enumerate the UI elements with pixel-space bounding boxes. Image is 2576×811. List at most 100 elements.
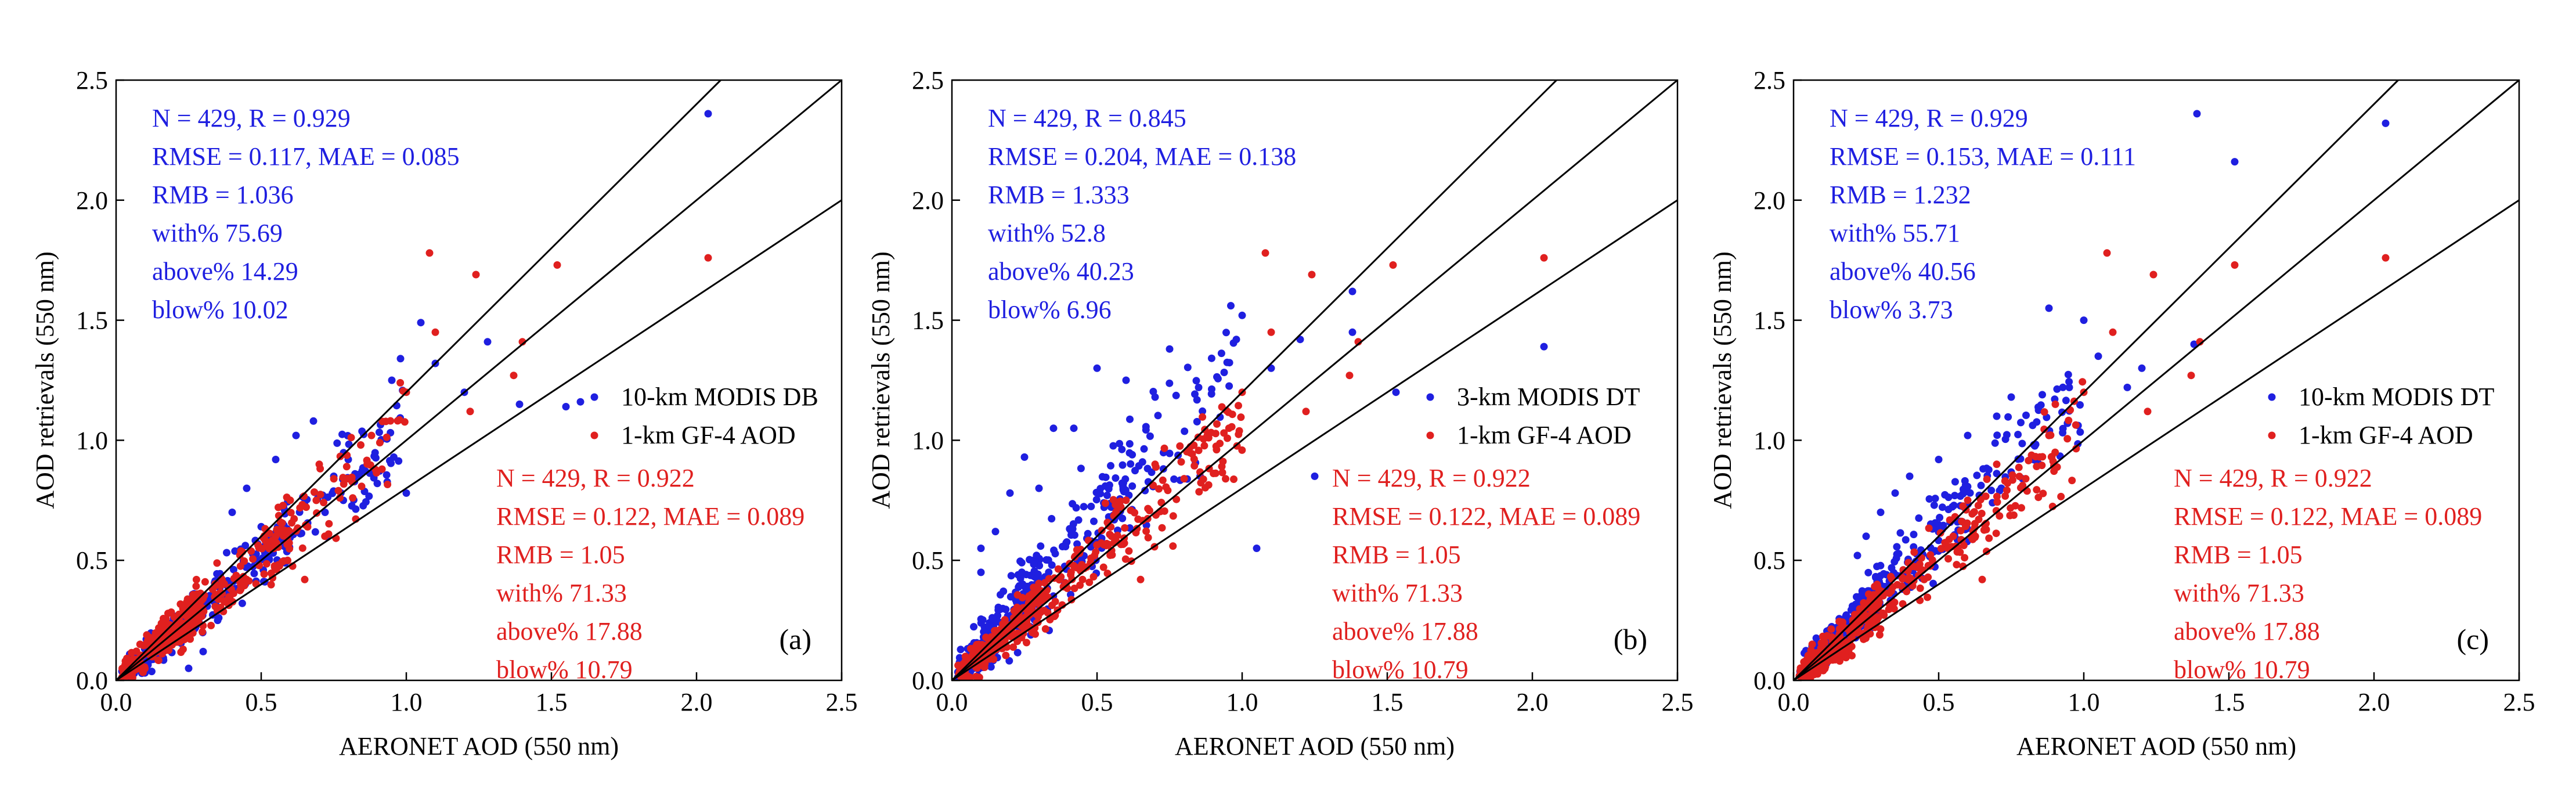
scatter-point <box>1238 311 1246 319</box>
y-tick-label: 1.5 <box>76 307 108 335</box>
modis-stats-line: N = 429, R = 0.929 <box>152 104 351 132</box>
scatter-point <box>1944 555 1952 563</box>
legend-marker <box>1426 393 1434 401</box>
scatter-point <box>986 622 994 630</box>
scatter-point <box>2138 364 2146 372</box>
scatter-point <box>1812 634 1820 642</box>
scatter-point <box>1107 532 1116 540</box>
scatter-point <box>2187 372 2195 380</box>
upper-ee-line <box>115 79 721 682</box>
scatter-point <box>214 617 222 625</box>
x-tick-label: 2.0 <box>1517 688 1549 716</box>
scatter-point <box>1924 593 1932 601</box>
scatter-point <box>2059 424 2067 432</box>
scatter-point <box>146 641 154 649</box>
scatter-point <box>1223 358 1231 366</box>
scatter-point <box>2076 401 2084 409</box>
modis-stats-line: RMB = 1.232 <box>1830 181 1971 209</box>
scatter-point <box>1931 495 1939 503</box>
scatter-point <box>1200 442 1208 450</box>
scatter-point <box>1848 651 1856 659</box>
scatter-point <box>1195 383 1203 391</box>
scatter-point <box>1207 354 1215 362</box>
scatter-point <box>510 372 518 380</box>
scatter-point <box>1920 575 1928 583</box>
scatter-point <box>2072 445 2080 453</box>
scatter-point <box>1006 489 1014 497</box>
y-tick-label: 2.5 <box>76 66 108 95</box>
y-tick-label: 1.0 <box>76 426 108 455</box>
scatter-point <box>1049 424 1058 432</box>
scatter-point <box>336 452 344 460</box>
scatter-point <box>1964 496 1972 504</box>
scatter-point <box>1302 408 1310 416</box>
x-tick-label: 0.0 <box>936 688 968 716</box>
scatter-point <box>340 480 348 488</box>
scatter-point <box>1899 600 1907 608</box>
scatter-point <box>1078 561 1086 569</box>
x-tick-label: 1.0 <box>391 688 423 716</box>
modis-stats-line: above% 40.56 <box>1830 257 1976 286</box>
gf4-stats-line: above% 17.88 <box>1332 617 1478 646</box>
scatter-point <box>1890 558 1899 566</box>
scatter-point <box>1890 605 1898 613</box>
scatter-point <box>1015 608 1023 617</box>
scatter-point <box>472 271 480 279</box>
scatter-point <box>979 616 987 624</box>
scatter-point <box>1849 616 1857 624</box>
scatter-point <box>1392 388 1400 397</box>
scatter-point <box>179 646 187 653</box>
y-tick-label: 2.5 <box>1754 66 1785 95</box>
scatter-point <box>375 428 383 437</box>
scatter-point <box>425 249 434 257</box>
scatter-point <box>166 621 174 629</box>
scatter-point <box>1070 424 1078 432</box>
gf4-stats-line: with% 71.33 <box>2174 579 2304 607</box>
scatter-point <box>1121 524 1129 532</box>
scatter-point <box>384 481 392 488</box>
scatter-point <box>1857 591 1866 599</box>
scatter-point <box>1092 496 1101 504</box>
scatter-point <box>1944 506 1953 513</box>
scatter-point <box>286 496 294 504</box>
gf4-stats-line: blow% 10.79 <box>496 655 633 684</box>
scatter-point <box>1222 329 1230 337</box>
scatter-point <box>978 641 986 649</box>
scatter-point <box>994 603 1002 611</box>
scatter-point <box>275 503 282 511</box>
gf4-stats-line: RMB = 1.05 <box>496 540 625 569</box>
modis-stats-line: with% 75.69 <box>152 219 283 247</box>
scatter-point <box>1930 501 1938 509</box>
scatter-point <box>347 434 355 442</box>
scatter-point <box>1107 462 1114 470</box>
scatter-point <box>362 498 370 506</box>
modis-stats-line: above% 14.29 <box>152 257 298 286</box>
gf4-stats-line: N = 429, R = 0.922 <box>2174 464 2372 492</box>
scatter-point <box>160 615 167 622</box>
modis-stats-line: RMSE = 0.204, MAE = 0.138 <box>988 142 1296 171</box>
scatter-point <box>1144 534 1152 542</box>
scatter-point <box>249 555 257 563</box>
x-tick-label: 0.5 <box>1081 688 1113 716</box>
scatter-point <box>2062 397 2070 405</box>
modis-stats-line: RMSE = 0.153, MAE = 0.111 <box>1830 142 2136 171</box>
y-tick-label: 0.5 <box>1754 546 1785 575</box>
scatter-point <box>396 379 405 387</box>
scatter-point <box>1877 509 1885 516</box>
scatter-point <box>1109 442 1117 450</box>
scatter-point <box>312 496 320 504</box>
scatter-point <box>1192 377 1200 385</box>
scatter-point <box>1951 478 1959 486</box>
x-tick-label: 2.5 <box>1662 688 1694 716</box>
scatter-point <box>1540 343 1548 351</box>
scatter-point <box>1983 475 1991 483</box>
scatter-point <box>1218 468 1226 477</box>
scatter-point <box>2033 418 2041 426</box>
scatter-point <box>373 480 381 488</box>
scatter-point <box>1102 473 1110 481</box>
scatter-point <box>194 610 202 618</box>
scatter-point <box>287 509 295 517</box>
scatter-point <box>1166 449 1174 457</box>
y-tick-label: 1.0 <box>912 426 944 455</box>
plot-frame <box>951 79 1679 682</box>
